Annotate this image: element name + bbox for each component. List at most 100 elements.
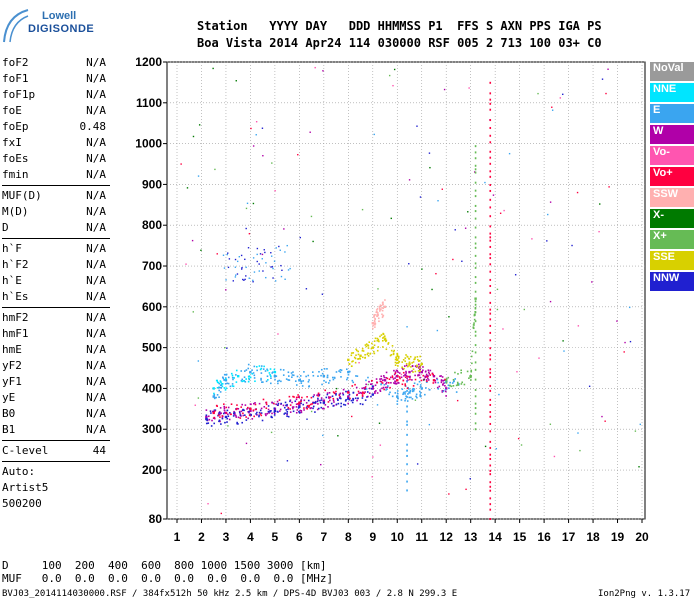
echo-dot: [447, 376, 450, 379]
interference-dot: [489, 489, 492, 492]
interference-dot: [406, 472, 408, 475]
echo-dot: [364, 391, 366, 393]
interference-dot: [474, 281, 477, 284]
noise-dot: [192, 311, 194, 313]
param-value: N/A: [86, 423, 106, 436]
echo-dot: [213, 416, 216, 419]
echo-dot: [358, 392, 360, 395]
interference-dot: [474, 164, 477, 167]
noise-dot: [373, 133, 375, 136]
noise-dot: [551, 106, 553, 108]
echo-dot: [329, 396, 331, 399]
echo-dot: [452, 378, 455, 381]
echo-dot: [300, 382, 303, 384]
echo-dot: [401, 383, 404, 386]
echo-dot: [394, 381, 397, 383]
echo-dot: [404, 376, 407, 378]
interference-dot: [489, 92, 492, 95]
echo-dot: [429, 374, 432, 376]
echo-dot: [376, 337, 379, 340]
noise-dot: [255, 134, 257, 136]
echo-dot: [347, 373, 350, 376]
interference-dot: [489, 81, 492, 84]
echo-dot: [365, 383, 367, 386]
noise-dot: [312, 240, 314, 243]
interference-dot: [489, 331, 492, 334]
noise-dot: [322, 70, 324, 72]
echo-dot: [408, 364, 410, 367]
noise-dot: [416, 125, 418, 127]
echo-dot: [381, 316, 384, 319]
echo-dot: [311, 371, 314, 373]
echo-dot: [335, 392, 337, 395]
noise-dot: [516, 371, 518, 373]
echo-dot: [411, 388, 414, 391]
interference-dot: [474, 204, 477, 207]
echo-dot: [355, 348, 357, 351]
echo-dot: [382, 333, 385, 336]
echo-dot: [371, 385, 374, 388]
param-name: foF1p: [2, 88, 36, 101]
echo-dot: [395, 382, 398, 385]
echo-dot: [397, 365, 399, 367]
echo-dot: [284, 278, 286, 280]
echo-dot: [339, 368, 342, 371]
echo-dot: [405, 363, 408, 365]
noise-dot: [473, 171, 476, 173]
echo-dot: [207, 422, 210, 424]
echo-dot: [474, 306, 477, 309]
echo-dot: [473, 318, 476, 321]
echo-dot: [424, 393, 426, 396]
echo-dot: [442, 384, 444, 386]
echo-point-nnw: [224, 415, 228, 419]
echo-dot: [394, 364, 397, 366]
echo-dot: [319, 399, 321, 402]
echo-dot: [364, 353, 366, 356]
param-name: h`Es: [2, 290, 29, 303]
echo-dot: [294, 380, 297, 382]
echo-dot: [270, 382, 272, 385]
echo-dot: [231, 385, 234, 387]
echo-dot: [342, 403, 345, 406]
echo-dot: [373, 323, 375, 325]
noise-dot: [514, 274, 517, 276]
echo-dot: [229, 411, 231, 414]
echo-dot: [253, 271, 256, 273]
noise-dot: [197, 175, 200, 177]
echo-dot: [252, 402, 255, 405]
interference-dot: [474, 361, 477, 364]
y-tick-label: 400: [142, 381, 162, 395]
echo-dot: [226, 382, 229, 385]
legend-item-x-: X+: [650, 230, 694, 249]
echo-dot: [387, 343, 389, 345]
interference-dot: [489, 503, 492, 506]
echo-dot: [287, 415, 290, 418]
echo-dot: [338, 370, 340, 372]
echo-dot: [379, 304, 382, 306]
noise-dot: [454, 229, 456, 231]
echo-point-w: [371, 387, 374, 390]
echo-dot: [206, 419, 208, 422]
echo-dot: [287, 375, 290, 377]
param-value: N/A: [86, 290, 106, 303]
interference-dot: [489, 236, 492, 239]
noise-dot: [226, 347, 228, 349]
echo-dot: [311, 402, 314, 405]
header-values: Boa Vista 2014 Apr24 114 030000 RSF 005 …: [197, 36, 602, 50]
echo-dot: [327, 382, 330, 384]
echo-dot: [248, 414, 251, 417]
echo-dot: [213, 422, 216, 425]
echo-dot: [217, 382, 220, 384]
param-value: N/A: [86, 327, 106, 340]
x-tick-label: 18: [586, 530, 600, 544]
echo-dot: [394, 382, 396, 385]
echo-dot: [279, 408, 282, 411]
noise-dot: [322, 434, 324, 437]
noise-dot: [563, 350, 565, 352]
echo-dot: [220, 381, 222, 384]
echo-dot: [379, 308, 381, 311]
echo-dot: [404, 393, 406, 395]
echo-dot: [381, 313, 383, 316]
echo-dot: [231, 376, 234, 379]
echo-dot: [394, 392, 397, 394]
